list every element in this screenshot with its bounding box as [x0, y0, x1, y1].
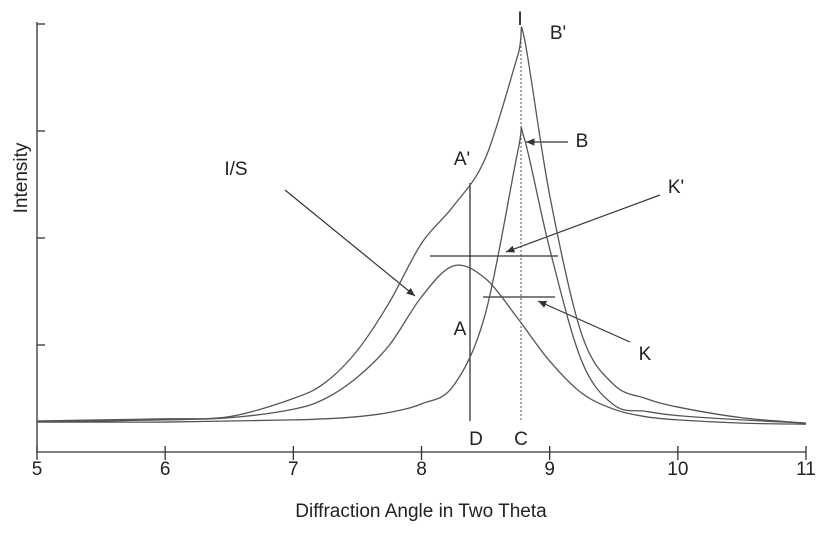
arrow: [537, 300, 631, 343]
x-tick-label: 8: [416, 459, 427, 480]
x-tick-label: 5: [32, 459, 43, 480]
annotation: D: [469, 429, 483, 450]
x-tick-label: 11: [796, 459, 816, 480]
x-tick-label: 10: [667, 459, 688, 480]
curve: [36, 126, 807, 424]
annotation: B: [576, 131, 589, 152]
annotation: A: [454, 319, 467, 340]
x-tick-label: 9: [544, 459, 555, 480]
x-axis-label: Diffraction Angle in Two Theta: [295, 501, 547, 522]
arrow: [284, 189, 416, 297]
y-axis-label: Intensity: [11, 142, 32, 213]
annotation: I: [517, 9, 522, 30]
annotation: C: [514, 429, 528, 450]
curve: [36, 26, 807, 424]
annotation: K: [639, 344, 652, 365]
curve: [36, 264, 807, 425]
x-tick-label: 7: [288, 459, 299, 480]
annotation: A': [454, 149, 470, 170]
annotation: K': [668, 177, 684, 198]
x-tick-label: 6: [160, 459, 171, 480]
annotation: I/S: [224, 159, 247, 180]
annotation: B': [550, 23, 566, 44]
arrow: [505, 194, 661, 253]
